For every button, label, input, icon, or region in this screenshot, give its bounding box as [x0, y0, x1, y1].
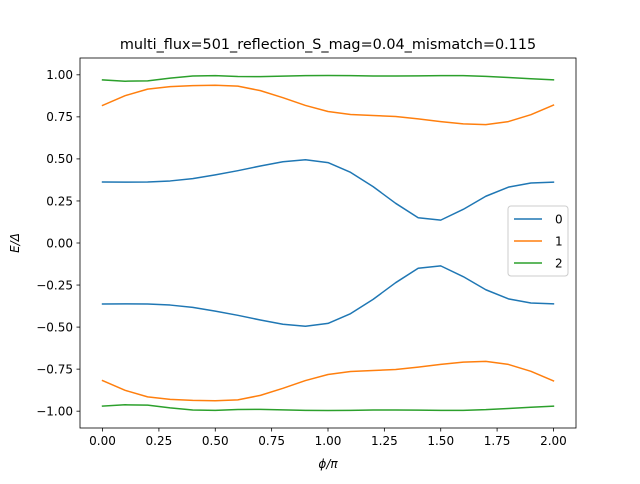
- legend-entries: 0 1 2: [514, 212, 563, 270]
- y-tick-label: 0.50: [46, 152, 73, 166]
- y-tick-label: 1.00: [46, 68, 73, 82]
- y-tick-label: 0.25: [46, 194, 73, 208]
- x-axis-label: ϕ/π: [318, 457, 338, 471]
- series-0-line-lower: [101, 265, 555, 327]
- chart-title: multi_flux=501_reflection_S_mag=0.04_mis…: [120, 37, 536, 53]
- x-tick-label: 0.50: [202, 434, 229, 448]
- y-tick-label: 0.75: [46, 110, 73, 124]
- y-tick-label: −0.50: [36, 320, 73, 334]
- legend-label-1: 1: [555, 234, 563, 248]
- y-tick-label: 0.00: [46, 236, 73, 250]
- x-axis-ticks: 0.00 0.25 0.50 0.75 1.00 1.25 1.50 1.75 2.00: [89, 428, 567, 448]
- series-layer: [101, 74, 555, 412]
- y-tick-label: −0.75: [36, 362, 73, 376]
- x-tick-label: 1.75: [484, 434, 511, 448]
- y-axis-ticks: −1.00 −0.75 −0.50 −0.25 0.00 0.25 0.50 0.75 1.00: [36, 68, 80, 418]
- series-2-line-lower: [101, 404, 555, 412]
- legend-label-2: 2: [555, 256, 563, 270]
- series-1-line-lower: [101, 360, 555, 402]
- y-axis-label: E/Δ: [8, 233, 22, 253]
- series-0-line-upper: [101, 159, 555, 221]
- x-tick-label: 1.25: [371, 434, 398, 448]
- x-tick-label: 0.25: [146, 434, 173, 448]
- y-tick-label: −1.00: [36, 404, 73, 418]
- legend: 0 1 2: [507, 205, 569, 277]
- x-tick-label: 0.75: [258, 434, 285, 448]
- y-tick-label: −0.25: [36, 278, 73, 292]
- x-tick-label: 2.00: [540, 434, 567, 448]
- legend-label-0: 0: [555, 212, 563, 226]
- series-1-line-upper: [101, 84, 555, 126]
- x-tick-label: 1.00: [315, 434, 342, 448]
- x-tick-label: 0.00: [89, 434, 116, 448]
- x-tick-label: 1.50: [427, 434, 454, 448]
- series-2-line-upper: [101, 74, 555, 82]
